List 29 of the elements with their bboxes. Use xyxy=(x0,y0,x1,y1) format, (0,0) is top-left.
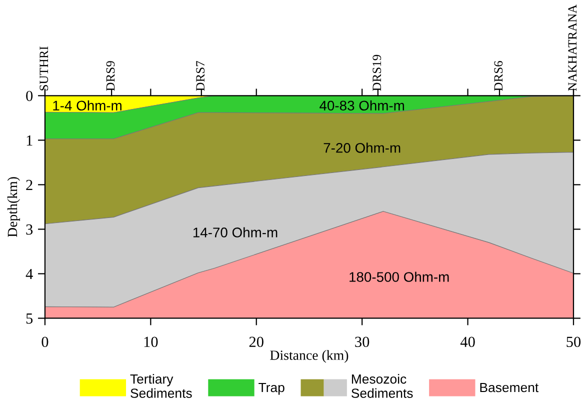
legend-label: Tertiary Sediments xyxy=(130,374,192,398)
text: DRS7 xyxy=(196,61,205,91)
legend-label: Mesozoic Sediments xyxy=(352,374,413,398)
text: NAKHATRANA xyxy=(568,4,576,91)
x-tick-label: 50 xyxy=(566,336,581,348)
text: DRS19 xyxy=(372,54,382,91)
x-tick-label: 40 xyxy=(460,336,475,348)
annotation: 7-20 Ohm-m xyxy=(324,142,400,153)
text: SUTHRI xyxy=(40,46,48,90)
x-tick-label: 20 xyxy=(249,336,264,348)
x-axis-title: Distance (km) xyxy=(270,350,348,363)
y-tick-label: 0 xyxy=(26,90,33,102)
legend-label: Basement xyxy=(480,382,539,392)
x-tick-label: 0 xyxy=(42,336,48,348)
y-tick-label: 1 xyxy=(26,135,32,146)
y-tick-label: 2 xyxy=(26,180,32,190)
annotation: 180-500 Ohm-m xyxy=(350,272,449,282)
text: DRS9 xyxy=(106,61,115,91)
text: DRS6 xyxy=(494,61,503,91)
annotation: 1-4 Ohm-m xyxy=(53,100,122,111)
annotation: 14-70 Ohm-m xyxy=(193,227,278,238)
y-axis-title: Depth(km) xyxy=(7,177,20,238)
y-tick-label: 3 xyxy=(26,224,33,235)
x-tick-label: 10 xyxy=(144,336,158,348)
y-tick-label: 5 xyxy=(26,314,33,324)
x-tick-label: 30 xyxy=(355,336,370,348)
y-tick-label: 4 xyxy=(26,268,33,280)
legend-label: Trap xyxy=(258,382,284,395)
annotation: 40-83 Ohm-m xyxy=(320,100,404,111)
